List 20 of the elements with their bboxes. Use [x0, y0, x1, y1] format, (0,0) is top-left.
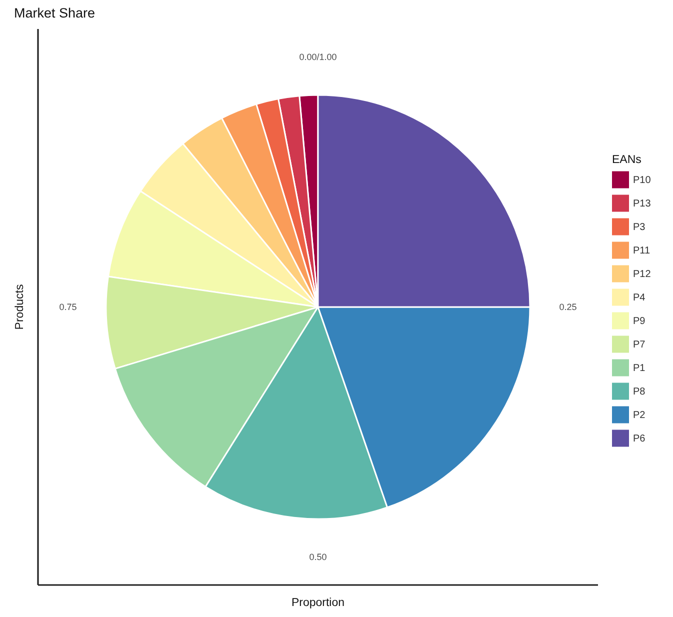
- legend-title: EANs: [612, 154, 642, 166]
- legend-label: P1: [633, 362, 646, 374]
- legend-label: P10: [633, 174, 652, 186]
- legend-label: P9: [633, 316, 646, 327]
- legend-label: P7: [633, 339, 646, 350]
- legend-label: P2: [633, 410, 646, 421]
- legend-label: P12: [633, 268, 652, 280]
- text: 0.50: [309, 552, 327, 562]
- legend-label: P6: [633, 433, 646, 444]
- legend-label: P8: [633, 386, 646, 398]
- legend-label: P4: [633, 292, 646, 304]
- text: 0.25: [559, 302, 577, 312]
- text: 0.00/1.00: [299, 52, 337, 62]
- text: Products: [14, 284, 26, 330]
- legend-label: P11: [633, 245, 650, 256]
- legend-label: P3: [633, 222, 646, 233]
- chart-title: Market Share: [14, 6, 96, 21]
- text: 0.75: [59, 302, 77, 312]
- legend-label: P13: [633, 198, 652, 210]
- text: Proportion: [291, 597, 345, 609]
